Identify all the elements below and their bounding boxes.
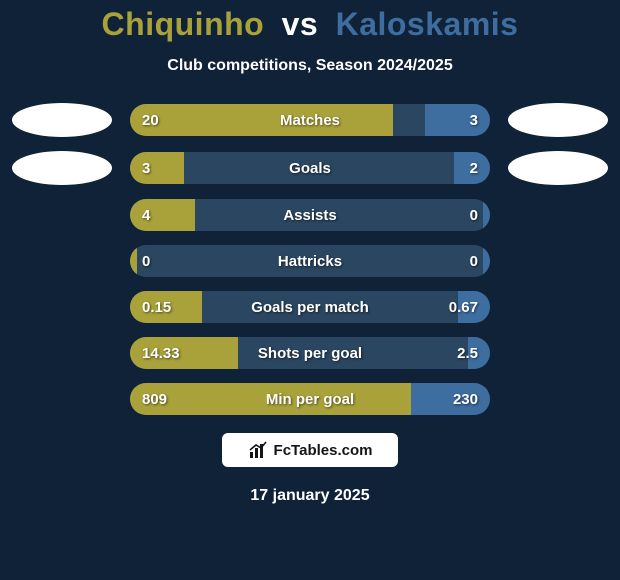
comparison-row: Shots per goal14.33 2.5 bbox=[0, 337, 620, 369]
stat-value-right: 0 bbox=[470, 199, 478, 231]
team-badge-right bbox=[508, 103, 608, 137]
stat-bar: Min per goal809 230 bbox=[130, 383, 490, 415]
team-badge-left bbox=[12, 151, 112, 185]
subtitle: Club competitions, Season 2024/2025 bbox=[0, 57, 620, 75]
comparison-row: Matches20 3 bbox=[0, 103, 620, 137]
comparison-row: Goals per match0.15 0.67 bbox=[0, 291, 620, 323]
stat-value-left: 20 bbox=[142, 104, 159, 136]
stat-value-left: 3 bbox=[142, 152, 150, 184]
comparison-infographic: Chiquinho vs Kaloskamis Club competition… bbox=[0, 0, 620, 580]
stat-metric-label: Goals bbox=[130, 152, 490, 184]
stat-bar: Hattricks0 0 bbox=[130, 245, 490, 277]
team-badge-left bbox=[12, 103, 112, 137]
stat-metric-label: Hattricks bbox=[130, 245, 490, 277]
stat-bar: Assists4 0 bbox=[130, 199, 490, 231]
stat-metric-label: Matches bbox=[130, 104, 490, 136]
comparison-row: Goals3 2 bbox=[0, 151, 620, 185]
stat-value-right: 2.5 bbox=[457, 337, 478, 369]
vs-label: vs bbox=[282, 6, 319, 42]
stat-bar: Shots per goal14.33 2.5 bbox=[130, 337, 490, 369]
page-title: Chiquinho vs Kaloskamis bbox=[0, 6, 620, 43]
stat-bar: Goals per match0.15 0.67 bbox=[130, 291, 490, 323]
comparison-rows: Matches203Goals32Assists40Hattricks00Goa… bbox=[0, 103, 620, 415]
comparison-row: Min per goal809 230 bbox=[0, 383, 620, 415]
player1-name: Chiquinho bbox=[102, 6, 265, 42]
team-badge-right bbox=[508, 151, 608, 185]
stat-value-left: 0.15 bbox=[142, 291, 171, 323]
comparison-row: Assists4 0 bbox=[0, 199, 620, 231]
brand-prefix: Fc bbox=[274, 442, 292, 459]
stat-metric-label: Min per goal bbox=[130, 383, 490, 415]
date-label: 17 january 2025 bbox=[0, 487, 620, 505]
stat-value-left: 4 bbox=[142, 199, 150, 231]
stat-value-right: 2 bbox=[470, 152, 478, 184]
stat-value-right: 3 bbox=[470, 104, 478, 136]
stat-bar: Matches20 3 bbox=[130, 104, 490, 136]
stat-bar: Goals3 2 bbox=[130, 152, 490, 184]
brand-icon bbox=[248, 440, 268, 460]
stat-value-left: 0 bbox=[142, 245, 150, 277]
player2-name: Kaloskamis bbox=[336, 6, 519, 42]
stat-value-left: 14.33 bbox=[142, 337, 180, 369]
stat-metric-label: Assists bbox=[130, 199, 490, 231]
brand-text: FcTables.com bbox=[274, 442, 373, 459]
stat-value-right: 230 bbox=[453, 383, 478, 415]
stat-metric-label: Shots per goal bbox=[130, 337, 490, 369]
comparison-row: Hattricks0 0 bbox=[0, 245, 620, 277]
stat-value-right: 0.67 bbox=[449, 291, 478, 323]
stat-value-right: 0 bbox=[470, 245, 478, 277]
stat-value-left: 809 bbox=[142, 383, 167, 415]
stat-metric-label: Goals per match bbox=[130, 291, 490, 323]
brand-suffix: Tables.com bbox=[291, 442, 372, 459]
brand-badge: FcTables.com bbox=[220, 431, 400, 469]
